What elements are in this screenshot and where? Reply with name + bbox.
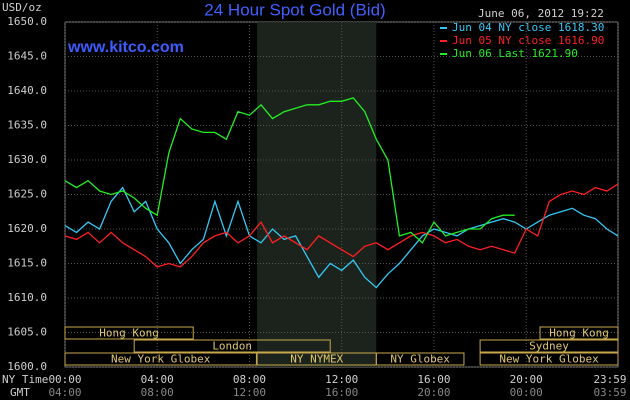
- session-label: New York Globex: [111, 353, 211, 366]
- session-bar: [479, 352, 619, 366]
- x-tick-label: 20:00: [510, 373, 543, 386]
- y-tick-label: 1600.0: [7, 360, 47, 373]
- x-tick-label: 23:59: [593, 373, 626, 386]
- y-tick-label: 1640.0: [7, 84, 47, 97]
- session-label: NY NYMEX: [290, 353, 343, 366]
- session-bar: [64, 326, 194, 340]
- session-label: London: [212, 340, 252, 353]
- y-tick-label: 1620.0: [7, 222, 47, 235]
- x-tick-label: 12:00: [325, 373, 358, 386]
- x2-axis-label: GMT: [10, 386, 30, 399]
- legend-label: Jun 05 NY close 1616.90: [452, 34, 604, 47]
- y-tick-label: 1645.0: [7, 50, 47, 63]
- price-line: [64, 183, 619, 268]
- session-bar: [64, 352, 257, 366]
- x2-tick-label: 03:59: [593, 386, 626, 399]
- x-tick-label: 16:00: [417, 373, 450, 386]
- y-tick-label: 1615.0: [7, 257, 47, 270]
- x-axis-label: NY Time: [2, 373, 48, 386]
- x-tick-label: 08:00: [233, 373, 266, 386]
- y-tick-label: 1610.0: [7, 291, 47, 304]
- x2-tick-label: 08:00: [141, 386, 174, 399]
- session-bar: [133, 339, 331, 353]
- website: www.kitco.com: [67, 39, 184, 56]
- legend-label: Jun 04 NY close 1618.30: [452, 21, 604, 34]
- legend-label: Jun 06 Last 1621.90: [452, 47, 578, 60]
- chart-title: 24 Hour Spot Gold (Bid): [204, 0, 385, 19]
- session-bar: [479, 339, 619, 353]
- price-line: [64, 97, 515, 244]
- timestamp: June 06, 2012 19:22: [478, 7, 604, 20]
- session-label: Hong Kong: [549, 327, 609, 340]
- y-tick-label: 1650.0: [7, 15, 47, 28]
- x2-tick-label: 16:00: [325, 386, 358, 399]
- x-tick-label: 04:00: [141, 373, 174, 386]
- y-axis-label: USD/oz: [2, 1, 42, 14]
- x2-tick-label: 12:00: [233, 386, 266, 399]
- session-bar: [539, 326, 619, 340]
- session-band: [257, 22, 377, 367]
- y-tick-label: 1635.0: [7, 119, 47, 132]
- session-label: New York Globex: [499, 353, 599, 366]
- y-tick-label: 1605.0: [7, 326, 47, 339]
- x-tick-label: 00:00: [48, 373, 81, 386]
- session-label: NY Globex: [390, 353, 450, 366]
- session-label: Hong Kong: [99, 327, 159, 340]
- x2-tick-label: 00:00: [510, 386, 543, 399]
- x2-tick-label: 04:00: [48, 386, 81, 399]
- y-tick-label: 1625.0: [7, 188, 47, 201]
- x2-tick-label: 20:00: [417, 386, 450, 399]
- session-label: Sydney: [529, 340, 569, 353]
- y-tick-label: 1630.0: [7, 153, 47, 166]
- session-bar: [375, 352, 465, 366]
